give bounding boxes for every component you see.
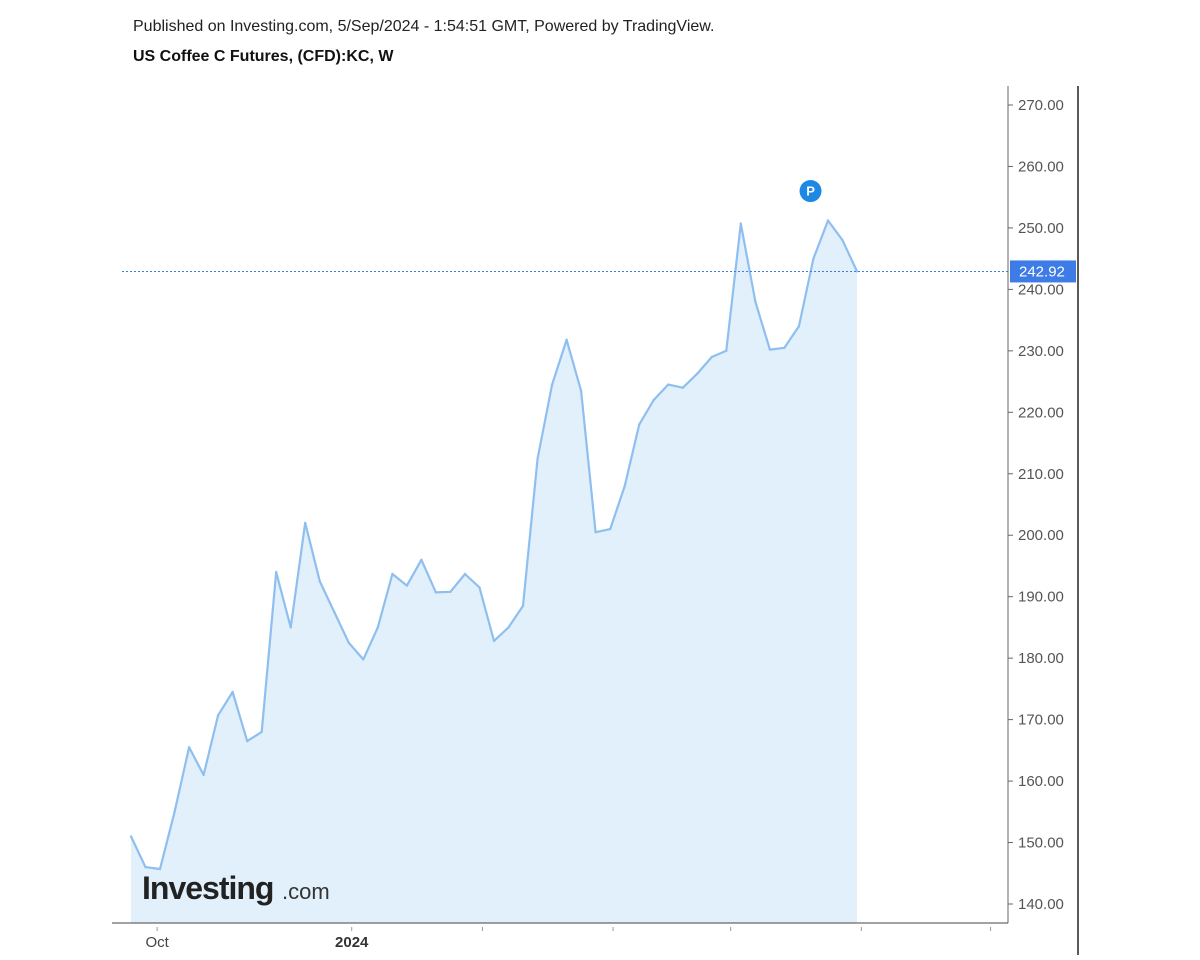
price-point xyxy=(739,222,742,225)
y-tick-label: 250.00 xyxy=(1018,220,1064,237)
y-tick-label: 200.00 xyxy=(1018,527,1064,544)
y-tick-label: 270.00 xyxy=(1018,97,1064,114)
price-point xyxy=(783,346,786,349)
price-axis: 140.00 150.00 160.00 170.00 180.00 190.00 200.… xyxy=(1007,86,1079,955)
price-point xyxy=(347,641,350,644)
y-tick-label: 240.00 xyxy=(1018,281,1064,298)
last-price-label: 242.92 xyxy=(1019,263,1065,280)
x-tick-label: Oct xyxy=(145,934,169,951)
price-point xyxy=(725,349,728,352)
price-point xyxy=(216,714,220,717)
y-tick-label: 190.00 xyxy=(1018,589,1064,606)
price-point xyxy=(681,386,684,389)
x-tick-label: 2024 xyxy=(335,934,369,951)
y-tick-label: 260.00 xyxy=(1018,158,1064,175)
price-point xyxy=(521,604,525,608)
price-point xyxy=(144,865,147,869)
chart-header: Published on Investing.com, 5/Sep/2024 -… xyxy=(133,18,714,66)
price-point xyxy=(696,372,699,375)
price-point xyxy=(434,591,438,594)
last-price-badge-bg xyxy=(1010,260,1076,283)
y-tick-label: 170.00 xyxy=(1018,712,1064,729)
price-point xyxy=(623,484,626,488)
price-point xyxy=(638,423,641,426)
price-point xyxy=(333,610,336,614)
price-point xyxy=(246,739,249,743)
price-point xyxy=(318,580,321,583)
p-marker-label: P xyxy=(806,184,815,199)
price-point xyxy=(129,835,133,838)
y-tick-label: 150.00 xyxy=(1018,835,1064,852)
price-point xyxy=(565,338,568,341)
price-point xyxy=(768,348,772,351)
time-axis: Oct 2024 xyxy=(112,922,1008,951)
price-point xyxy=(609,527,612,531)
price-point xyxy=(550,383,554,386)
price-point xyxy=(304,521,307,525)
price-point xyxy=(579,389,583,392)
price-point xyxy=(391,572,394,576)
y-tick-label: 220.00 xyxy=(1018,404,1064,421)
y-tick-label: 180.00 xyxy=(1018,650,1064,667)
published-note: Published on Investing.com, 5/Sep/2024 -… xyxy=(133,18,715,35)
price-point xyxy=(667,383,670,386)
price-point xyxy=(187,746,191,749)
price-point xyxy=(710,355,713,359)
price-point xyxy=(260,730,263,734)
p-marker: P xyxy=(799,180,822,203)
chart-title: US Coffee C Futures, (CFD):KC, W xyxy=(133,48,394,65)
y-tick-label: 230.00 xyxy=(1018,343,1064,360)
p-marker-circle xyxy=(799,180,822,203)
price-point xyxy=(507,626,510,629)
price-point xyxy=(376,626,379,629)
price-point xyxy=(173,810,176,813)
price-point xyxy=(826,219,830,222)
price-point xyxy=(463,572,467,576)
price-point xyxy=(652,398,655,402)
price-point xyxy=(289,626,292,629)
price-point xyxy=(797,325,801,328)
y-tick-label: 140.00 xyxy=(1018,896,1064,913)
y-tick-label: 160.00 xyxy=(1018,773,1064,790)
last-price-badge: 242.92 xyxy=(1010,260,1076,283)
price-point xyxy=(478,586,481,589)
price-point xyxy=(420,558,423,561)
price-point xyxy=(231,690,234,694)
price-area-fill xyxy=(131,220,857,923)
price-point xyxy=(536,457,539,460)
price-point xyxy=(275,570,278,574)
price-point xyxy=(812,257,815,260)
price-point xyxy=(202,773,205,777)
price-point xyxy=(362,658,365,661)
price-point xyxy=(492,639,496,643)
logo-main-text: Investing xyxy=(142,870,273,906)
price-point xyxy=(594,531,597,534)
price-point xyxy=(158,867,162,871)
y-tick-label: 210.00 xyxy=(1018,466,1064,483)
price-point xyxy=(841,239,844,242)
price-point xyxy=(405,584,409,587)
price-point xyxy=(754,300,757,303)
plot-area: P xyxy=(122,180,1008,923)
investing-logo: Investing .com xyxy=(142,870,330,906)
logo-com-text: .com xyxy=(282,879,330,904)
price-point xyxy=(449,590,452,593)
price-point xyxy=(855,270,859,273)
